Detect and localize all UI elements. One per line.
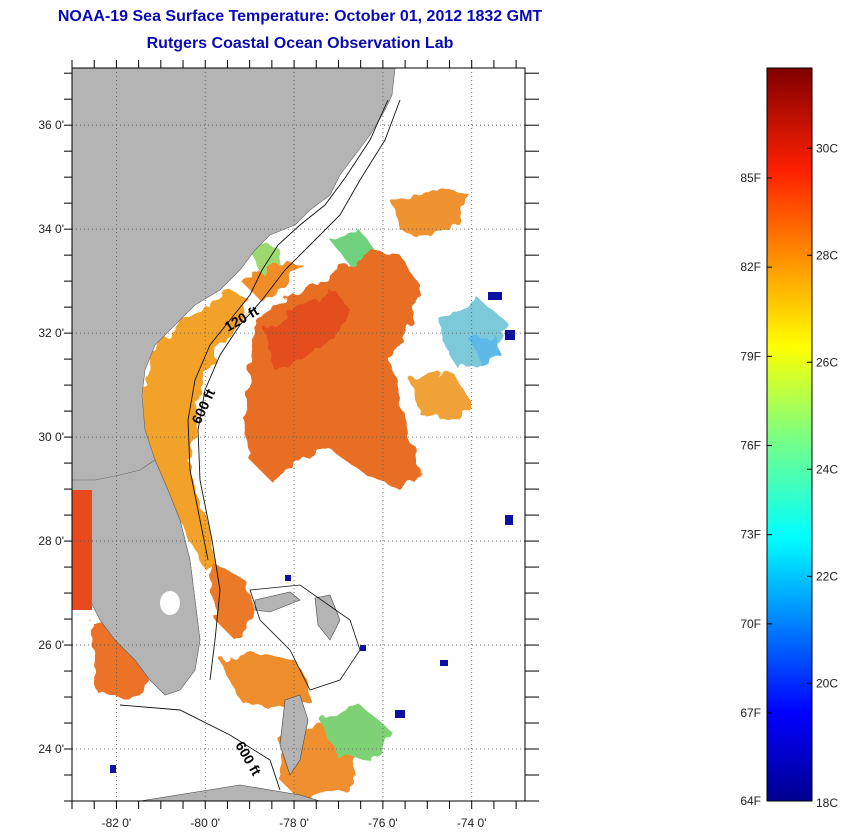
sst-patch-cool-4 — [320, 705, 390, 760]
colorbar-c-label: 24C — [816, 462, 838, 476]
latitude-labels: 36 0' 34 0' 32 0' 30 0' 28 0' 26 0' 24 0' — [38, 118, 64, 756]
sst-patch-east — [410, 370, 470, 420]
land-grand-bahama — [254, 591, 301, 613]
land-florida-west-mask — [72, 490, 92, 610]
sst-cold-pixels — [110, 292, 515, 773]
sst-patch-south-2 — [220, 650, 310, 710]
sst-patch-cool-3 — [470, 335, 500, 365]
colorbar-f-label: 64F — [740, 794, 761, 808]
lat-label: 30 0' — [38, 430, 64, 444]
colorbar-c-label: 26C — [816, 355, 838, 369]
lon-label: -76 0' — [368, 816, 398, 830]
lon-label: -78 0' — [279, 816, 309, 830]
sst-patch-central — [245, 250, 420, 490]
sst-patch-red — [265, 290, 350, 370]
sst-patch-cool-1 — [330, 230, 375, 265]
sst-patch-shelf — [140, 290, 250, 570]
colorbar-fahrenheit-labels: 85F 82F 79F 76F 73F 70F 67F 64F — [740, 171, 761, 808]
lat-label: 32 0' — [38, 326, 64, 340]
map-subtitle: Rutgers Coastal Ocean Observation Lab — [146, 35, 454, 52]
lon-label: -80 0' — [190, 816, 220, 830]
land-cuba-fragment — [139, 784, 321, 801]
colorbar-f-label: 73F — [740, 528, 761, 542]
isobath-bahamas — [249, 584, 361, 691]
isobath-600ft — [197, 99, 401, 681]
land-andros-island — [279, 694, 309, 776]
colorbar-f-label: 70F — [740, 617, 761, 631]
map-frame — [71, 67, 526, 802]
colorbar-c-label: 20C — [816, 676, 838, 690]
isobath-600ft-south — [119, 704, 281, 791]
lat-label: 36 0' — [38, 118, 64, 132]
land-abaco — [314, 594, 341, 641]
sst-patch-keys — [90, 620, 150, 700]
colorbar — [766, 67, 813, 802]
colorbar-c-label: 30C — [816, 141, 838, 155]
lake-okeechobee — [160, 591, 180, 615]
lat-label: 24 0' — [38, 742, 64, 756]
lat-label: 26 0' — [38, 638, 64, 652]
lon-label: -82 0' — [102, 816, 132, 830]
colorbar-ticks — [767, 147, 812, 802]
map-title: NOAA-19 Sea Surface Temperature: October… — [57, 8, 543, 25]
colorbar-celsius-labels: 30C 28C 26C 24C 22C 20C 18C — [816, 141, 838, 810]
sst-patch-north — [240, 262, 300, 300]
colorbar-c-label: 18C — [816, 796, 838, 810]
colorbar-f-label: 79F — [740, 349, 761, 363]
lon-label: -74 0' — [457, 816, 487, 830]
longitude-labels: -82 0' -80 0' -78 0' -76 0' -74 0' — [102, 816, 487, 830]
colorbar-f-label: 76F — [740, 438, 761, 452]
colorbar-f-label: 85F — [740, 171, 761, 185]
isobath-120ft — [187, 99, 389, 561]
sst-patch-ne — [390, 190, 470, 240]
colorbar-c-label: 22C — [816, 569, 838, 583]
map-ticks — [64, 60, 539, 809]
sst-patch-south-1 — [210, 560, 255, 640]
colorbar-f-label: 67F — [740, 706, 761, 720]
colorbar-f-label: 82F — [740, 260, 761, 274]
colorbar-c-label: 28C — [816, 248, 838, 262]
lat-label: 34 0' — [38, 222, 64, 236]
lat-label: 28 0' — [38, 534, 64, 548]
sst-patch-cool-5 — [250, 245, 280, 272]
land-florida — [72, 459, 201, 696]
